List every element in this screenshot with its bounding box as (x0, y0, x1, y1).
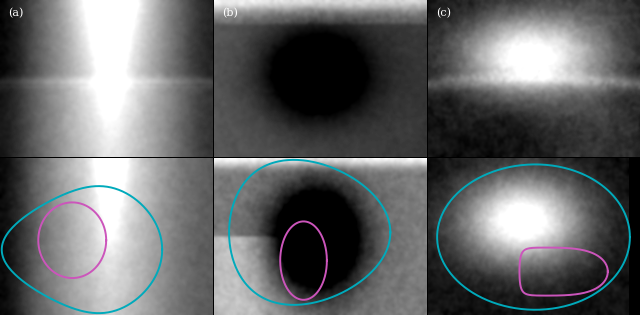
Text: (a): (a) (8, 8, 24, 18)
Text: (c): (c) (436, 8, 451, 18)
Text: (b): (b) (222, 8, 238, 18)
